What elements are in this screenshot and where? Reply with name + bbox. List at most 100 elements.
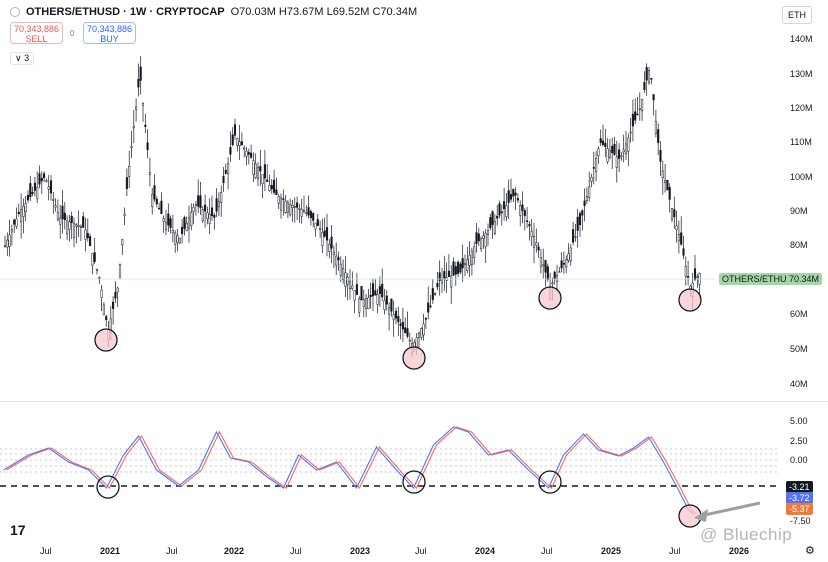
candle-body bbox=[404, 327, 407, 334]
candle-body bbox=[509, 194, 513, 200]
candle-body bbox=[590, 177, 593, 182]
bottom-circle-marker bbox=[402, 346, 426, 370]
oscillator-line bbox=[6, 426, 697, 515]
candle-body bbox=[86, 233, 89, 239]
candle-body bbox=[542, 264, 545, 267]
candle-body bbox=[399, 323, 402, 326]
candle-body bbox=[641, 98, 644, 112]
candle-body bbox=[650, 78, 653, 80]
candle-body bbox=[420, 328, 423, 338]
candle-body bbox=[128, 166, 131, 177]
candle-body bbox=[440, 278, 444, 284]
candle-body bbox=[210, 207, 214, 217]
candle-body bbox=[135, 106, 138, 110]
candle-body bbox=[252, 160, 255, 175]
sell-label: SELL bbox=[25, 34, 48, 44]
candle-body bbox=[330, 236, 333, 249]
candle-body bbox=[293, 206, 296, 208]
candle-body bbox=[148, 172, 151, 175]
candle-body bbox=[498, 203, 501, 216]
candle-body bbox=[171, 230, 174, 233]
price-axis-label: 110M bbox=[790, 137, 812, 147]
candle-body bbox=[59, 217, 62, 225]
candle-body bbox=[627, 137, 630, 152]
settings-gear-icon[interactable]: ⚙ bbox=[805, 545, 815, 557]
candle-body bbox=[289, 203, 292, 216]
candle-body bbox=[581, 210, 584, 216]
candle-body bbox=[562, 262, 565, 265]
candle-body bbox=[70, 215, 73, 223]
time-axis-label: 2021 bbox=[100, 546, 121, 556]
price-axis-label: 50M bbox=[790, 344, 808, 354]
candle-body bbox=[296, 202, 299, 208]
candle-body bbox=[130, 146, 133, 148]
candle-body bbox=[599, 138, 602, 144]
candle-body bbox=[521, 204, 524, 211]
candle-body bbox=[54, 205, 57, 208]
candle-body bbox=[567, 253, 570, 261]
candle-body bbox=[595, 158, 598, 173]
price-axis-label: 100M bbox=[790, 172, 813, 182]
buy-button[interactable]: 70,343,886 BUY bbox=[83, 22, 136, 44]
price-axis-label: 60M bbox=[790, 309, 808, 319]
candle-body bbox=[611, 145, 614, 153]
candle-body bbox=[206, 212, 209, 220]
candle-body bbox=[183, 217, 186, 229]
candle-body bbox=[291, 205, 294, 208]
candle-body bbox=[443, 271, 446, 279]
time-axis-label: Jul bbox=[541, 546, 553, 556]
sell-button[interactable]: 70,343,886 SELL bbox=[10, 22, 63, 44]
candle-body bbox=[178, 238, 181, 244]
candle-body bbox=[592, 167, 595, 169]
candle-body bbox=[22, 206, 25, 218]
candle-body bbox=[158, 207, 161, 210]
ohlc-readout: O70.03M H73.67M L69.52M C70.34M bbox=[230, 6, 418, 18]
candle-body bbox=[79, 226, 82, 228]
candle-body bbox=[358, 298, 361, 313]
bottom-circle-marker bbox=[538, 286, 562, 310]
indicators-collapse-toggle[interactable]: ∨ 3 bbox=[10, 52, 35, 65]
indicator-circle-marker bbox=[538, 470, 562, 494]
candle-body bbox=[388, 307, 391, 315]
candle-body bbox=[477, 233, 480, 242]
tradingview-logo-icon[interactable]: 17 bbox=[10, 522, 26, 538]
indicator-tag-orange: -5.37 bbox=[786, 503, 813, 515]
candle-body bbox=[98, 277, 101, 279]
indicator-pane bbox=[0, 426, 780, 528]
candle-body bbox=[229, 147, 232, 155]
candle-body bbox=[604, 142, 607, 148]
candle-body bbox=[307, 207, 310, 216]
candle-body bbox=[95, 269, 99, 271]
indicator-axis-label: -7.50 bbox=[790, 516, 811, 526]
candle-body bbox=[624, 143, 628, 155]
candle-body bbox=[261, 174, 264, 185]
candle-body bbox=[544, 260, 547, 273]
candle-body bbox=[491, 211, 494, 225]
candle-body bbox=[29, 183, 32, 198]
candle-body bbox=[615, 156, 618, 168]
candle-body bbox=[112, 301, 115, 309]
candle-body bbox=[394, 310, 398, 319]
price-tag-value: 70.34M bbox=[786, 273, 823, 285]
time-axis-label: 2025 bbox=[601, 546, 622, 556]
visibility-toggle-icon[interactable] bbox=[10, 7, 20, 17]
currency-button[interactable]: ETH bbox=[782, 6, 812, 24]
candle-body bbox=[408, 339, 411, 342]
candle-body bbox=[659, 149, 662, 162]
symbol-title[interactable]: OTHERS/ETHUSD · 1W · CRYPTOCAP bbox=[26, 6, 225, 18]
candle-body bbox=[275, 189, 278, 196]
candle-body bbox=[66, 220, 69, 235]
candle-body bbox=[263, 164, 266, 179]
candle-body bbox=[652, 94, 655, 101]
indicator-axis-label: 2.50 bbox=[790, 436, 808, 446]
pane-separator[interactable] bbox=[0, 401, 828, 402]
indicator-axis-label: 0.00 bbox=[790, 455, 808, 465]
time-axis-label: 2024 bbox=[475, 546, 496, 556]
candle-body bbox=[187, 217, 191, 229]
candle-body bbox=[160, 200, 163, 214]
chart-header: OTHERS/ETHUSD · 1W · CRYPTOCAP O70.03M H… bbox=[10, 6, 417, 18]
candle-body bbox=[657, 129, 660, 143]
candle-body bbox=[503, 201, 506, 210]
candle-body bbox=[401, 321, 404, 330]
